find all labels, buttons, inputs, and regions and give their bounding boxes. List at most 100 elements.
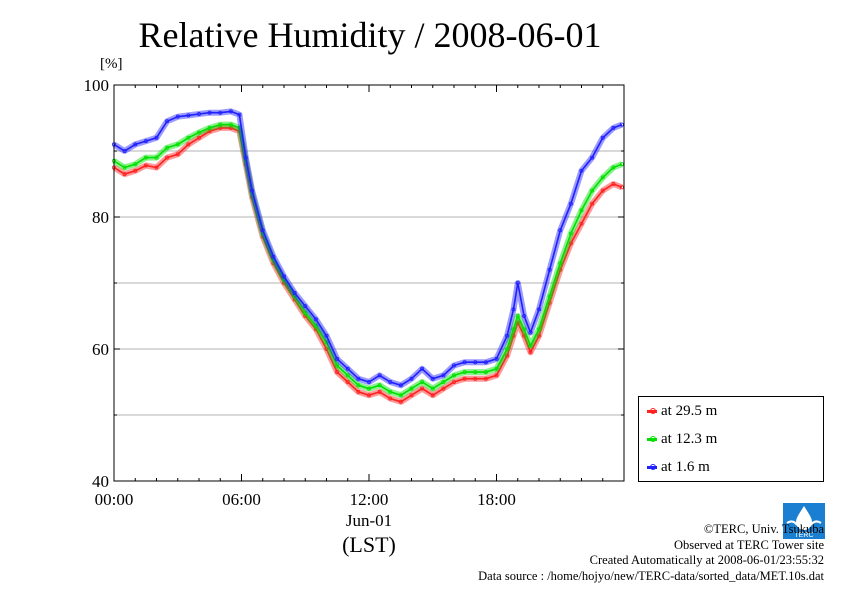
data-point-0-7 — [186, 142, 191, 147]
legend-swatch-0 — [647, 407, 657, 414]
data-point-0-28 — [398, 399, 403, 404]
data-point-2-33 — [451, 363, 456, 368]
credits-block: ©TERC, Univ. Tsukuba Observed at TERC To… — [478, 522, 824, 584]
data-point-0-41 — [522, 333, 527, 338]
data-point-1-32 — [441, 379, 446, 384]
data-point-2-8 — [196, 112, 201, 117]
data-point-2-35 — [473, 360, 478, 365]
data-point-0-37 — [494, 373, 499, 378]
data-point-2-28 — [398, 383, 403, 388]
legend-item-2: at 1.6 m — [647, 457, 710, 477]
data-point-1-22 — [335, 363, 340, 368]
data-point-1-40 — [515, 313, 520, 318]
data-point-1-24 — [356, 383, 361, 388]
data-point-1-33 — [451, 373, 456, 378]
data-point-1-51 — [619, 162, 624, 167]
data-point-2-1 — [122, 148, 127, 153]
data-point-2-43 — [537, 307, 542, 312]
data-point-2-29 — [409, 376, 414, 381]
data-point-0-1 — [122, 172, 127, 177]
data-point-2-18 — [292, 290, 297, 295]
x-tick-label-2: 12:00 — [350, 490, 389, 509]
legend-swatch-2 — [647, 463, 657, 470]
legend-label-2: at 1.6 m — [661, 458, 710, 475]
data-point-2-22 — [335, 356, 340, 361]
x-axis-label-2: (LST) — [342, 532, 396, 557]
data-point-1-30 — [420, 379, 425, 384]
axes-layer: 40 60 80 100 00:00 06:00 12:00 18:00 Jun-01 (LST) — [84, 76, 625, 557]
series-layer — [112, 108, 624, 405]
data-point-2-36 — [483, 360, 488, 365]
series-band-2 — [112, 108, 623, 389]
data-point-2-11 — [228, 109, 233, 114]
data-point-2-6 — [175, 114, 180, 119]
data-point-1-41 — [522, 327, 527, 332]
data-point-0-4 — [154, 165, 159, 170]
data-point-2-47 — [579, 168, 584, 173]
data-point-0-25 — [366, 393, 371, 398]
data-point-2-10 — [218, 110, 223, 115]
data-point-1-7 — [186, 135, 191, 140]
y-tick-label-2: 80 — [92, 208, 109, 227]
data-point-1-6 — [175, 142, 180, 147]
data-point-2-30 — [420, 366, 425, 371]
legend-label-0: at 29.5 m — [661, 402, 718, 419]
data-point-2-49 — [600, 135, 605, 140]
data-point-1-29 — [409, 386, 414, 391]
data-point-0-51 — [619, 185, 624, 190]
data-point-2-4 — [154, 135, 159, 140]
y-axis-unit-label: [%] — [100, 56, 123, 72]
data-point-1-46 — [568, 231, 573, 236]
data-point-2-19 — [303, 304, 308, 309]
data-point-1-2 — [133, 162, 138, 167]
data-point-2-3 — [143, 139, 148, 144]
x-tick-label-0: 00:00 — [95, 490, 134, 509]
data-point-2-2 — [133, 142, 138, 147]
data-point-2-50 — [611, 125, 616, 130]
data-point-2-23 — [345, 366, 350, 371]
data-point-0-2 — [133, 168, 138, 173]
data-point-0-31 — [430, 393, 435, 398]
data-point-1-19 — [303, 310, 308, 315]
grid-layer — [114, 150, 624, 416]
data-point-2-14 — [250, 188, 255, 193]
data-point-0-32 — [441, 386, 446, 391]
data-point-1-23 — [345, 373, 350, 378]
data-point-1-31 — [430, 386, 435, 391]
data-point-2-41 — [522, 313, 527, 318]
data-point-2-37 — [494, 356, 499, 361]
data-point-1-42 — [528, 343, 533, 348]
data-point-2-40 — [515, 280, 520, 285]
data-point-2-42 — [528, 330, 533, 335]
x-tick-label-1: 06:00 — [222, 490, 261, 509]
data-point-2-38 — [505, 333, 510, 338]
data-point-2-9 — [207, 110, 212, 115]
data-point-2-20 — [313, 317, 318, 322]
data-point-0-46 — [568, 241, 573, 246]
data-point-0-29 — [409, 393, 414, 398]
legend-item-1: at 12.3 m — [647, 429, 717, 449]
credit-observed: Observed at TERC Tower site — [673, 537, 824, 552]
data-point-2-31 — [430, 376, 435, 381]
data-point-1-5 — [165, 145, 170, 150]
legend-label-1: at 12.3 m — [661, 430, 718, 447]
data-point-2-5 — [165, 119, 170, 124]
data-point-1-43 — [537, 327, 542, 332]
credit-copyright: ©TERC, Univ. Tsukuba — [703, 522, 824, 536]
data-point-2-15 — [260, 228, 265, 233]
data-point-1-3 — [143, 155, 148, 160]
series-line-0 — [113, 127, 623, 403]
data-point-0-26 — [377, 389, 382, 394]
data-point-2-34 — [462, 360, 467, 365]
data-point-0-24 — [356, 389, 361, 394]
data-point-2-27 — [388, 379, 393, 384]
data-point-1-9 — [207, 125, 212, 130]
series-band-0 — [112, 124, 623, 405]
data-point-1-4 — [154, 155, 159, 160]
chart-title: Relative Humidity / 2008-06-01 — [138, 15, 602, 55]
legend-item-0: at 29.5 m — [647, 401, 717, 421]
data-point-0-43 — [537, 333, 542, 338]
data-point-0-23 — [345, 379, 350, 384]
data-point-1-34 — [462, 370, 467, 375]
